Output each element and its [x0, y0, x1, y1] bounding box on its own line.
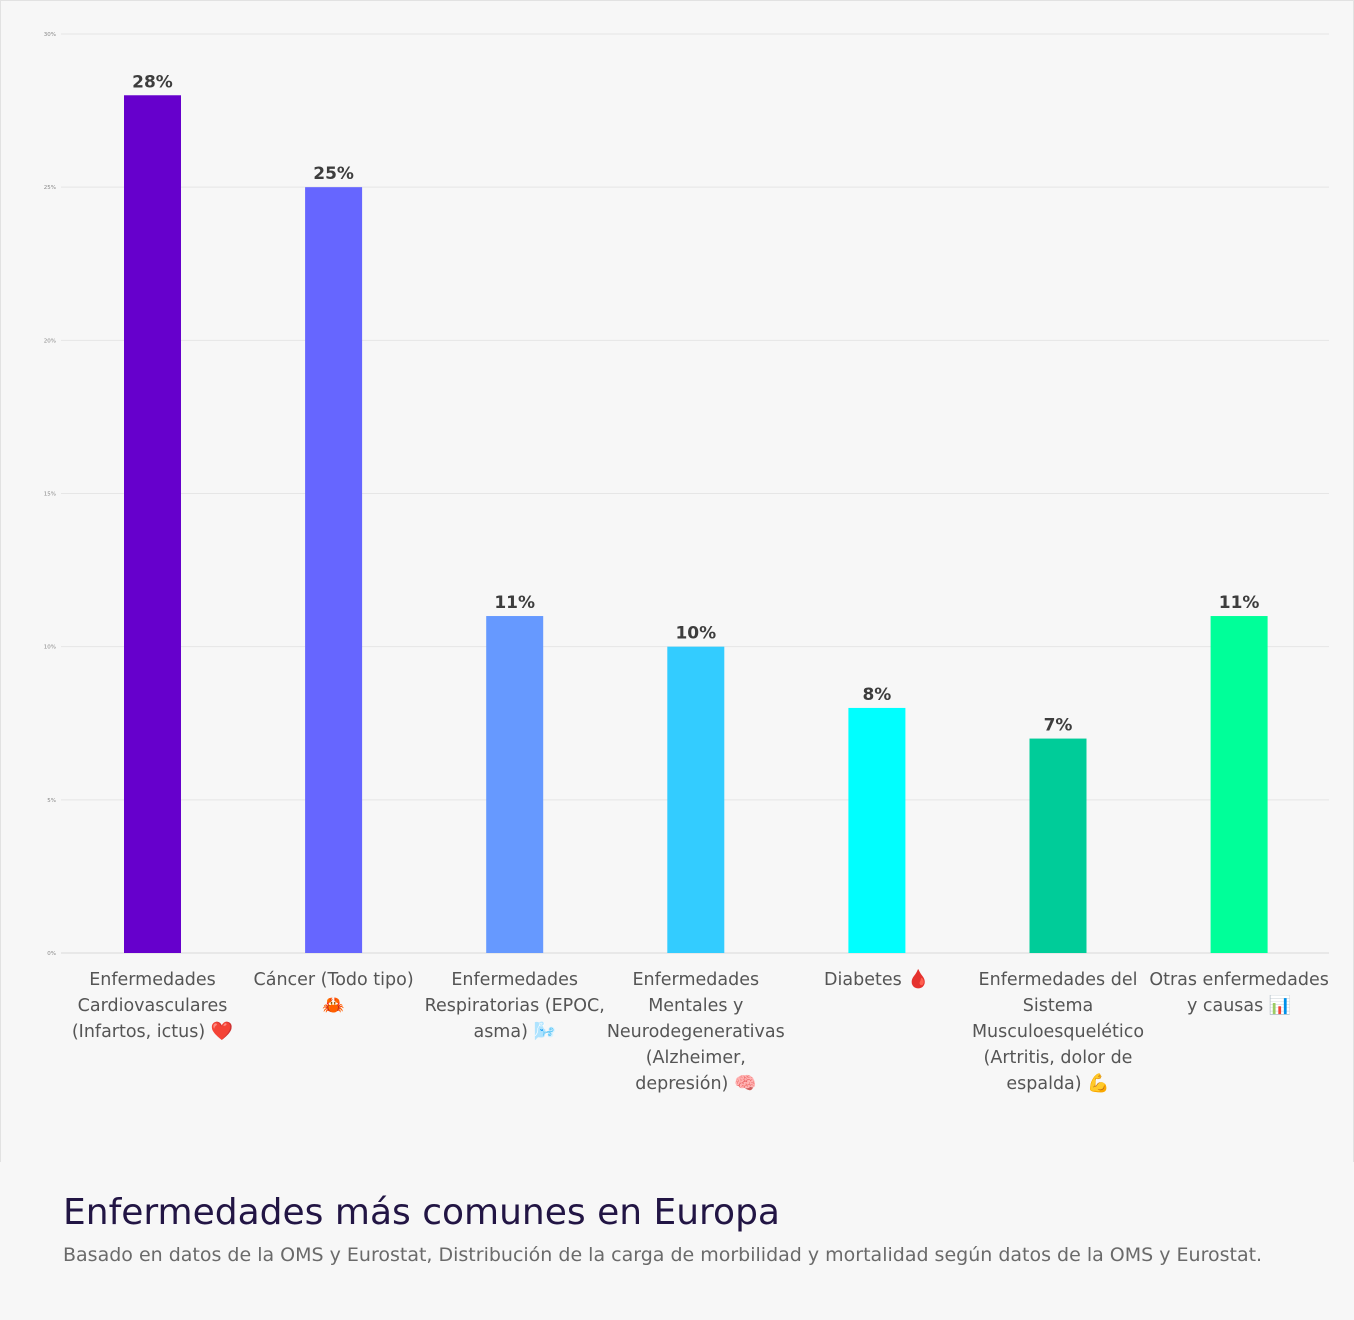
chart-panel: 0% 5% 10% 15% 20% 25% 30% 28% 25% 11% 10% 8% 7% 11% E…	[0, 0, 1354, 1163]
x-tick-label: Enfermedades Respiratorias (EPOC, asma) …	[422, 967, 608, 1045]
data-label: 11%	[1219, 593, 1260, 613]
bar	[667, 646, 725, 953]
x-tick-text: Enfermedades Cardiovasculares (Infartos,…	[71, 970, 228, 1042]
x-tick-text: Diabetes	[824, 970, 908, 990]
x-tick-label: Enfermedades Mentales y Neurodegenerativ…	[603, 967, 789, 1097]
x-tick-text: Enfermedades Mentales y Neurodegenerativ…	[606, 970, 785, 1094]
data-label: 8%	[862, 685, 891, 705]
bar	[848, 707, 906, 953]
x-tick-label: Enfermedades del Sistema Musculoesquelét…	[965, 967, 1151, 1097]
data-label: 10%	[675, 624, 716, 644]
x-tick-text: Enfermedades Respiratorias (EPOC, asma)	[424, 970, 605, 1042]
y-tick-label: 15%	[44, 492, 56, 498]
x-tick-text: Cáncer (Todo tipo)	[253, 970, 414, 990]
bar	[124, 95, 181, 954]
data-label: 25%	[313, 164, 354, 184]
category-emoji-icon: 💪	[1087, 1073, 1110, 1094]
bar	[486, 616, 544, 953]
y-tick-label: 25%	[44, 185, 56, 191]
data-label: 11%	[494, 593, 535, 613]
x-tick-text: Otras enfermedades y causas	[1149, 970, 1329, 1016]
y-tick-label: 0%	[47, 951, 56, 957]
y-tick-label: 30%	[44, 32, 56, 38]
bar	[1029, 738, 1087, 953]
category-emoji-icon: 🧠	[733, 1073, 757, 1094]
category-emoji-icon: 📊	[1268, 995, 1292, 1016]
category-emoji-icon: 🦀	[322, 995, 345, 1016]
x-tick-label: Enfermedades Cardiovasculares (Infartos,…	[60, 967, 246, 1045]
bar-chart: 0% 5% 10% 15% 20% 25% 30% 28% 25% 11% 10% 8% 7% 11%	[44, 32, 1329, 957]
x-tick-label: Otras enfermedades y causas 📊	[1146, 967, 1332, 1019]
y-tick-label: 20%	[44, 338, 56, 344]
data-label: 7%	[1044, 716, 1073, 736]
chart-title: Enfermedades más comunes en Europa	[63, 1192, 780, 1233]
x-tick-label: Diabetes 🩸	[784, 967, 970, 993]
category-emoji-icon: 🩸	[907, 969, 930, 990]
chart-subtitle: Basado en datos de la OMS y Eurostat, Di…	[63, 1244, 1263, 1266]
y-tick-label: 5%	[47, 798, 56, 804]
y-tick-label: 10%	[44, 645, 56, 651]
x-tick-label: Cáncer (Todo tipo) 🦀	[241, 967, 427, 1019]
data-label: 28%	[132, 72, 173, 92]
category-emoji-icon: ❤️	[210, 1021, 234, 1042]
bar	[305, 187, 363, 953]
bar	[1210, 616, 1268, 953]
x-tick-text: Enfermedades del Sistema Musculoesquelét…	[971, 970, 1145, 1094]
chart-footer: Enfermedades más comunes en Europa Basad…	[0, 1162, 1354, 1320]
category-emoji-icon: 🌬️	[533, 1021, 556, 1042]
